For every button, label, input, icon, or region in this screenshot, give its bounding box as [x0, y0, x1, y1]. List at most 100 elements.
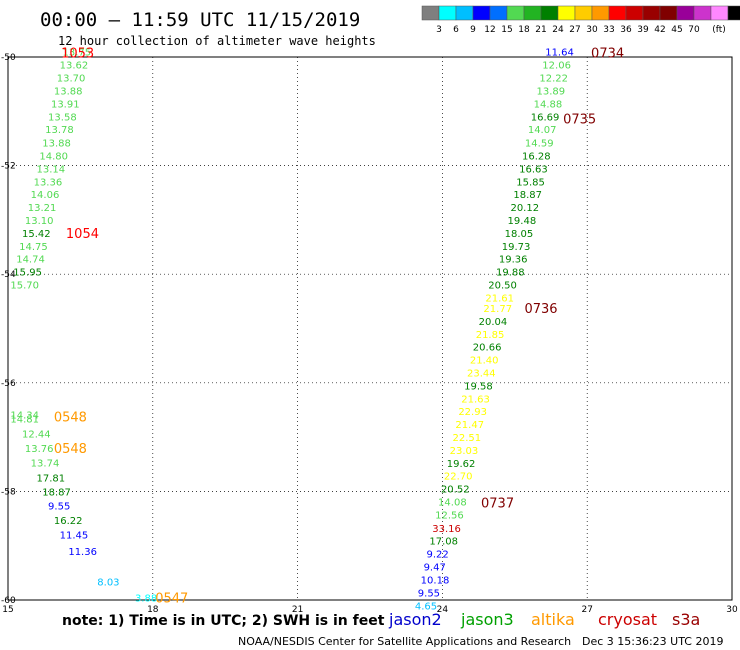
time-annotation: 0547 [155, 591, 188, 606]
colorbar-swatch [710, 5, 729, 21]
wave-height-point: 22.70 [444, 472, 473, 483]
wave-height-point: 16.63 [519, 164, 548, 175]
y-tick-label: -52 [1, 162, 16, 172]
colorbar-label: 39 [637, 25, 649, 35]
colorbar-swatch [727, 5, 740, 21]
wave-height-point: 21.47 [455, 420, 484, 431]
x-tick-label: 24 [437, 605, 449, 615]
wave-height-point: 12.06 [542, 61, 571, 72]
y-tick-label: -50 [1, 53, 16, 63]
wave-height-point: 15.95 [13, 267, 42, 278]
wave-height-point: 21.61 [485, 294, 514, 305]
time-annotation: 0548 [54, 410, 87, 425]
colorbar-swatch [421, 5, 440, 21]
wave-height-point: 14.59 [525, 138, 554, 149]
colorbar-label: 6 [453, 25, 459, 35]
wave-height-point: 14.74 [16, 254, 45, 265]
colorbar-swatch [506, 5, 525, 21]
wave-height-point: 13.89 [537, 87, 566, 98]
wave-height-point: 4.65 [415, 601, 437, 612]
y-tick-label: -54 [1, 270, 16, 280]
wave-height-point: 13.75 [63, 48, 92, 59]
time-annotation: 0548 [54, 442, 87, 457]
wave-height-point: 13.36 [34, 177, 63, 188]
wave-height-point: 16.69 [531, 113, 560, 124]
footer-credit: NOAA/NESDIS Center for Satellite Applica… [238, 635, 571, 648]
wave-height-point: 14.75 [19, 242, 48, 253]
wave-height-point: 14.88 [534, 100, 563, 111]
wave-height-point: 13.10 [25, 216, 54, 227]
plot-frame [7, 56, 733, 601]
footer-timestamp: Dec 3 15:36:23 UTC 2019 [582, 635, 723, 648]
footer-note: note: 1) Time is in UTC; 2) SWH is in fe… [62, 613, 385, 629]
colorbar-swatch [472, 5, 491, 21]
wave-height-point: 17.08 [429, 536, 458, 547]
colorbar-swatch [676, 5, 695, 21]
wave-height-point: 13.58 [48, 113, 77, 124]
wave-height-point: 13.91 [51, 100, 80, 111]
colorbar-swatch [574, 5, 593, 21]
wave-height-point: 11.36 [68, 547, 97, 558]
colorbar-label: 18 [518, 25, 530, 35]
wave-height-point: 14.34 [10, 410, 39, 421]
wave-height-point: 13.14 [36, 164, 65, 175]
wave-height-point: 11.45 [60, 530, 89, 541]
wave-height-point: 14.08 [438, 498, 467, 509]
wave-height-point: 19.36 [499, 254, 528, 265]
wave-height-point: 14.80 [39, 151, 68, 162]
wave-height-point: 19.62 [447, 459, 476, 470]
x-tick-label: 27 [581, 605, 592, 615]
wave-height-point: 20.50 [488, 281, 517, 292]
wave-height-point: 10.18 [421, 575, 450, 586]
colorbar-swatch [625, 5, 644, 21]
colorbar-swatch [557, 5, 576, 21]
colorbar-swatch [642, 5, 661, 21]
legend-cryosat: cryosat [598, 610, 657, 629]
wave-height-point: 20.12 [510, 203, 539, 214]
wave-height-point: 22.51 [453, 433, 482, 444]
wave-height-point: 3.88 [135, 593, 157, 604]
wave-height-point: 23.44 [467, 368, 496, 379]
wave-height-point: 8.03 [97, 578, 119, 589]
y-tick-label: -56 [1, 379, 16, 389]
colorbar-swatch [659, 5, 678, 21]
wave-height-point: 13.88 [54, 87, 83, 98]
colorbar-swatch [523, 5, 542, 21]
time-annotation: 0736 [524, 302, 557, 317]
legend-s3a: s3a [672, 610, 700, 629]
satellite-legend: jason2 jason3 altika cryosat s3a [388, 610, 700, 629]
colorbar-label: 12 [484, 25, 495, 35]
wave-height-point: 15.42 [22, 229, 51, 240]
colorbar-label: 21 [535, 25, 546, 35]
legend-jason2: jason2 [388, 610, 442, 629]
x-tick-label: 30 [726, 605, 738, 615]
wave-height-point: 14.07 [528, 125, 557, 136]
wave-height-point: 11.64 [545, 48, 574, 59]
wave-height-point: 19.58 [464, 382, 493, 393]
legend-jason3: jason3 [460, 610, 514, 629]
wave-height-point: 12.56 [435, 511, 464, 522]
wave-height-point: 18.87 [42, 487, 71, 498]
time-annotation: 0735 [563, 112, 596, 127]
colorbar-swatch [540, 5, 559, 21]
wave-height-point: 19.73 [502, 242, 531, 253]
wave-height-point: 19.48 [508, 216, 537, 227]
colorbar-swatch [438, 5, 457, 21]
colorbar-label: 15 [501, 25, 512, 35]
y-tick-label: -60 [1, 596, 16, 606]
wave-height-point: 13.78 [45, 125, 74, 136]
wave-height-point: 21.40 [470, 355, 499, 366]
colorbar-label: (ft) [712, 25, 726, 35]
time-annotation: 1054 [66, 227, 99, 242]
wave-height-point: 21.77 [483, 304, 512, 315]
wave-height-point: 18.87 [513, 190, 542, 201]
time-annotation: 0737 [481, 496, 514, 511]
plot-area: 15 18 21 24 27 30 -50 -52 -54 -56 -58 -60 13.75 13.62… [1, 47, 738, 615]
colorbar-swatch [489, 5, 508, 21]
wave-height-point: 9.22 [426, 549, 448, 560]
colorbar-label: 45 [671, 25, 682, 35]
colorbar-label: 27 [569, 25, 580, 35]
wave-height-point: 23.03 [450, 446, 479, 457]
wave-height-point: 9.55 [48, 502, 70, 513]
wave-height-point: 13.74 [31, 459, 60, 470]
